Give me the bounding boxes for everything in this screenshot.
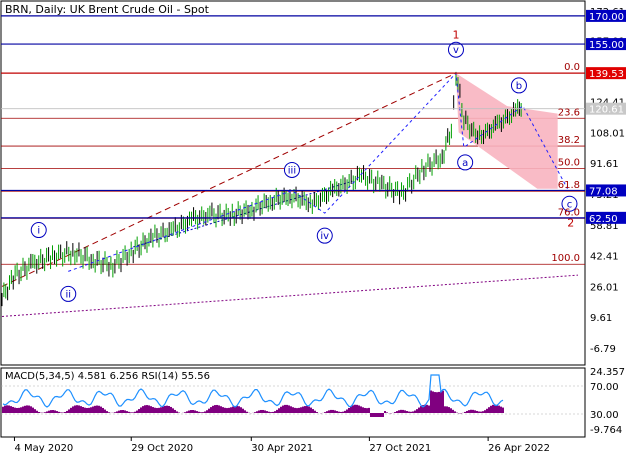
chart-title: BRN, Daily: UK Brent Crude Oil - Spot xyxy=(5,3,210,16)
x-axis-tick-label: 26 Apr 2022 xyxy=(488,443,550,454)
price-box xyxy=(586,38,626,51)
wave-marker xyxy=(283,161,300,178)
indicator-y-label: 24.357 xyxy=(590,367,625,378)
price-box-label: 77.08 xyxy=(589,186,618,197)
wave-label: v xyxy=(453,45,459,56)
wave-marker xyxy=(447,41,464,58)
price-box xyxy=(586,184,626,197)
rsi-line xyxy=(2,374,504,408)
fib-label: 38.2 xyxy=(558,135,580,146)
price-box xyxy=(586,9,626,22)
indicator-y-label: 30.00 xyxy=(590,410,619,421)
wave-label: iv xyxy=(320,231,329,242)
price-box xyxy=(586,211,626,224)
y-axis-tick-label: 26.01 xyxy=(590,282,619,293)
wave-label: iii xyxy=(288,165,296,176)
x-axis-tick-label: 29 Oct 2020 xyxy=(131,443,193,454)
indicator-y-label: 70.00 xyxy=(590,382,619,393)
price-box-label: 120.61 xyxy=(589,105,624,116)
fib-label: 61.8 xyxy=(558,180,580,191)
wave-label: b xyxy=(516,81,522,92)
price-box xyxy=(586,102,626,115)
indicator-title: MACD(5,34,5) 4.581 6.256 RSI(14) 55.56 xyxy=(5,371,210,382)
wave-label: a xyxy=(462,158,468,169)
fib-label: 50.0 xyxy=(558,158,580,169)
wave-label: ii xyxy=(65,289,71,300)
wave-label-degree: 2 xyxy=(567,216,574,229)
fib-label: 76.0 xyxy=(558,207,580,218)
trend-line-upper xyxy=(1,72,457,287)
trend-line-lower xyxy=(1,274,579,317)
wave-marker xyxy=(60,285,77,302)
y-axis-tick-label: 58.81 xyxy=(590,221,619,232)
price-box-label: 62.50 xyxy=(589,214,618,225)
x-axis-tick-label: 30 Apr 2021 xyxy=(251,443,313,454)
wave-marker xyxy=(30,222,47,239)
wave-marker xyxy=(561,195,578,212)
y-axis-tick-label: 9.61 xyxy=(590,313,612,324)
fib-label: 100.0 xyxy=(551,253,580,264)
x-axis-tick-label: 27 Oct 2021 xyxy=(369,443,431,454)
y-axis-tick-label: 91.61 xyxy=(590,159,619,170)
price-box-label: 170.00 xyxy=(589,12,624,23)
price-box xyxy=(586,67,626,80)
x-axis-tick-label: 4 May 2020 xyxy=(14,443,73,454)
indicator-y-label: -9.764 xyxy=(590,425,622,436)
fib-label: 23.6 xyxy=(558,107,580,118)
y-axis-tick-label: -6.79 xyxy=(590,344,616,355)
y-axis-tick-label: 108.01 xyxy=(590,128,625,139)
wave-marker xyxy=(457,154,474,171)
fib-label: 0.0 xyxy=(564,62,580,73)
correction-channel xyxy=(455,73,558,189)
price-box-label: 155.00 xyxy=(589,40,624,51)
wave-marker xyxy=(510,77,527,94)
indicator-panel-frame xyxy=(0,367,586,438)
wave-label: i xyxy=(37,226,40,237)
wave-label-degree: 1 xyxy=(452,28,459,41)
wave-label: c xyxy=(567,199,573,210)
main-panel-frame xyxy=(0,0,586,366)
y-axis-tick-label: 42.41 xyxy=(590,252,619,263)
price-box-label: 139.53 xyxy=(589,69,624,80)
wave-marker xyxy=(316,227,333,244)
